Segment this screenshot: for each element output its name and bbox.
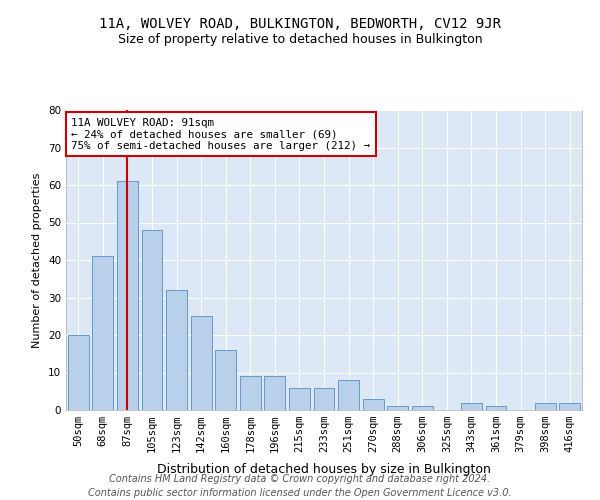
Bar — [485, 406, 506, 410]
Bar — [142, 230, 163, 410]
Bar — [338, 380, 359, 410]
Text: 11A WOLVEY ROAD: 91sqm
← 24% of detached houses are smaller (69)
75% of semi-det: 11A WOLVEY ROAD: 91sqm ← 24% of detached… — [71, 118, 370, 150]
Bar — [387, 406, 408, 410]
Bar — [215, 350, 236, 410]
Bar — [68, 335, 89, 410]
Y-axis label: Number of detached properties: Number of detached properties — [32, 172, 43, 348]
Bar — [117, 181, 138, 410]
Bar — [265, 376, 286, 410]
Text: Size of property relative to detached houses in Bulkington: Size of property relative to detached ho… — [118, 32, 482, 46]
Bar — [314, 388, 334, 410]
Bar — [362, 399, 383, 410]
Bar — [535, 402, 556, 410]
Bar — [559, 402, 580, 410]
Bar — [461, 402, 482, 410]
Text: 11A, WOLVEY ROAD, BULKINGTON, BEDWORTH, CV12 9JR: 11A, WOLVEY ROAD, BULKINGTON, BEDWORTH, … — [99, 18, 501, 32]
X-axis label: Distribution of detached houses by size in Bulkington: Distribution of detached houses by size … — [157, 464, 491, 476]
Text: Contains HM Land Registry data © Crown copyright and database right 2024.
Contai: Contains HM Land Registry data © Crown c… — [88, 474, 512, 498]
Bar — [289, 388, 310, 410]
Bar — [412, 406, 433, 410]
Bar — [191, 316, 212, 410]
Bar — [92, 256, 113, 410]
Bar — [240, 376, 261, 410]
Bar — [166, 290, 187, 410]
